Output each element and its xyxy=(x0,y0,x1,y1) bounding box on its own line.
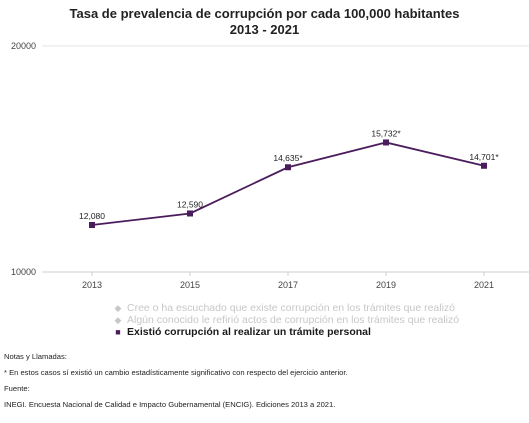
data-point-marker xyxy=(187,210,193,217)
notes-text: * En estos casos sí existió un cambio es… xyxy=(4,368,348,377)
line-chart: 10000 20000 2013 2015 2017 2019 2021 12,080 12,5… xyxy=(11,41,529,290)
chart-title: Tasa de prevalencia de corrupción por ca… xyxy=(69,6,460,21)
legend-diamond-icon: ◆ xyxy=(114,315,122,325)
data-point-marker xyxy=(285,164,291,171)
y-tick-label: 20000 xyxy=(11,41,36,51)
y-tick-label: 10000 xyxy=(11,267,36,277)
data-label: 15,732* xyxy=(371,128,401,138)
x-tick-label: 2015 xyxy=(180,280,200,290)
data-label: 12,080 xyxy=(79,211,105,221)
data-point-marker xyxy=(481,162,487,169)
legend-label: Cree o ha escuchado que existe corrupció… xyxy=(127,302,456,314)
legend-label: Existió corrupción al realizar un trámit… xyxy=(127,326,371,338)
data-label: 12,590 xyxy=(177,199,203,209)
source-heading: Fuente: xyxy=(4,384,30,393)
legend-item-cree[interactable]: ◆ Cree o ha escuchado que existe corrupc… xyxy=(112,302,459,314)
notes-heading: Notas y Llamadas: xyxy=(4,352,67,361)
data-point-marker xyxy=(383,139,389,146)
data-label: 14,701* xyxy=(469,152,499,162)
legend-item-existio[interactable]: ■ Existió corrupción al realizar un trám… xyxy=(112,326,459,338)
x-tick-label: 2013 xyxy=(82,280,102,290)
legend-diamond-icon: ◆ xyxy=(114,303,122,313)
notes-section: Notas y Llamadas: * En estos casos sí ex… xyxy=(4,352,524,409)
legend: ◆ Cree o ha escuchado que existe corrupc… xyxy=(112,302,460,338)
x-tick-label: 2019 xyxy=(376,280,396,290)
source-text: INEGI. Encuesta Nacional de Calidad e Im… xyxy=(4,400,336,409)
data-point-marker xyxy=(89,221,95,228)
data-label: 14,635* xyxy=(273,153,303,163)
legend-square-icon: ■ xyxy=(115,327,121,337)
legend-label: Algún conocido le refirió actos de corru… xyxy=(127,314,460,326)
chart-subtitle: 2013 - 2021 xyxy=(229,22,300,37)
x-tick-label: 2017 xyxy=(278,280,298,290)
x-tick-label: 2021 xyxy=(474,280,494,290)
legend-item-conocido[interactable]: ◆ Algún conocido le refirió actos de cor… xyxy=(112,314,460,326)
